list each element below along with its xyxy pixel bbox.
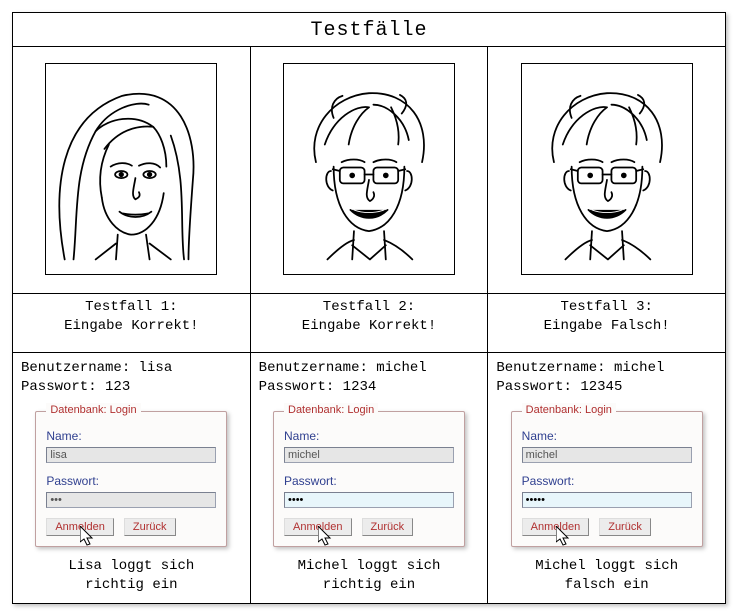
name-label: Name: — [284, 428, 454, 444]
michel-portrait — [285, 68, 453, 274]
portrait-cell — [251, 47, 489, 293]
testfall-data-cell: Benutzername: michelPasswort: 1234 Daten… — [251, 353, 489, 603]
michel-portrait — [523, 68, 691, 274]
login-panel: Datenbank: Login Name: Passwort: Anmelde… — [511, 411, 703, 547]
password-input[interactable] — [522, 492, 692, 508]
result-caption: Michel loggt sich richtig ein — [298, 557, 441, 595]
login-legend: Datenbank: Login — [46, 403, 140, 418]
password-label: Passwort: — [46, 473, 216, 489]
testfall-label: Testfall 2:Eingabe Korrekt! — [251, 294, 489, 352]
testfall-data-cell: Benutzername: michelPasswort: 12345 Date… — [488, 353, 725, 603]
back-button[interactable]: Zurück — [124, 518, 176, 536]
name-label: Name: — [46, 428, 216, 444]
login-button[interactable]: Anmelden — [522, 518, 590, 536]
login-legend: Datenbank: Login — [522, 403, 616, 418]
testfall-label: Testfall 1:Eingabe Korrekt! — [13, 294, 251, 352]
portrait-box — [521, 63, 693, 275]
portrait-box — [283, 63, 455, 275]
page-title: Testfälle — [13, 13, 725, 47]
testfall-label: Testfall 3:Eingabe Falsch! — [488, 294, 725, 352]
login-button[interactable]: Anmelden — [46, 518, 114, 536]
credentials-text: Benutzername: lisaPasswort: 123 — [21, 359, 242, 397]
name-input[interactable] — [284, 447, 454, 463]
portrait-box — [45, 63, 217, 275]
login-button[interactable]: Anmelden — [284, 518, 352, 536]
credentials-text: Benutzername: michelPasswort: 1234 — [259, 359, 480, 397]
name-input[interactable] — [522, 447, 692, 463]
password-input[interactable] — [284, 492, 454, 508]
portrait-cell — [488, 47, 725, 293]
back-button[interactable]: Zurück — [599, 518, 651, 536]
lisa-portrait — [47, 68, 215, 274]
result-caption: Lisa loggt sich richtig ein — [68, 557, 194, 595]
testfall-data-cell: Benutzername: lisaPasswort: 123 Datenban… — [13, 353, 251, 603]
password-input[interactable] — [46, 492, 216, 508]
credentials-text: Benutzername: michelPasswort: 12345 — [496, 359, 717, 397]
portrait-cell — [13, 47, 251, 293]
name-input[interactable] — [46, 447, 216, 463]
back-button[interactable]: Zurück — [362, 518, 414, 536]
testfalle-frame: Testfälle Testfall 1:Eingabe Korrekt!Tes… — [12, 12, 726, 604]
login-panel: Datenbank: Login Name: Passwort: Anmelde… — [273, 411, 465, 547]
login-panel: Datenbank: Login Name: Passwort: Anmelde… — [35, 411, 227, 547]
login-legend: Datenbank: Login — [284, 403, 378, 418]
name-label: Name: — [522, 428, 692, 444]
password-label: Passwort: — [522, 473, 692, 489]
password-label: Passwort: — [284, 473, 454, 489]
result-caption: Michel loggt sich falsch ein — [535, 557, 678, 595]
